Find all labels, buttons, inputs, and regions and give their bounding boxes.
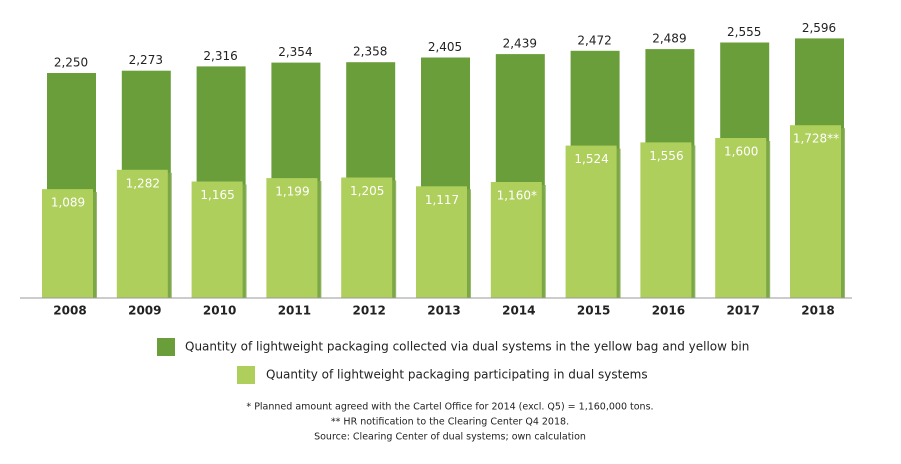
- bar: [565, 145, 617, 298]
- value-label: 1,728**: [793, 132, 839, 146]
- value-label: 2,354: [278, 45, 312, 59]
- footnote: Source: Clearing Center of dual systems;…: [314, 432, 586, 443]
- value-label: 1,524: [574, 152, 608, 166]
- value-label: 2,489: [652, 32, 686, 46]
- value-label: 1,089: [51, 196, 85, 210]
- bar-shadow: [391, 180, 397, 298]
- x-tick-label: 2016: [652, 304, 685, 318]
- value-label: 1,556: [649, 149, 683, 163]
- value-label: 2,250: [54, 56, 88, 70]
- bar: [416, 186, 467, 298]
- value-label: 1,205: [350, 184, 384, 198]
- bar-shadow: [840, 128, 845, 298]
- value-label: 1,282: [126, 176, 160, 190]
- x-tick-label: 2009: [128, 304, 161, 318]
- bar: [715, 138, 767, 298]
- x-tick-label: 2015: [577, 304, 610, 318]
- value-label: 2,555: [727, 25, 761, 39]
- bar-shadow: [316, 181, 322, 298]
- bar-shadow: [540, 185, 546, 298]
- value-label: 2,405: [428, 40, 462, 54]
- value-label: 1,600: [724, 145, 758, 159]
- bar: [790, 125, 841, 298]
- value-label: 2,439: [503, 37, 537, 51]
- bar: [42, 189, 93, 298]
- x-tick-label: 2010: [203, 304, 236, 318]
- value-label: 1,199: [275, 185, 309, 199]
- x-tick-label: 2011: [278, 304, 311, 318]
- bar-shadow: [166, 172, 172, 298]
- value-label: 2,358: [353, 45, 387, 59]
- bar-shadow: [241, 184, 247, 298]
- x-tick-label: 2013: [427, 304, 460, 318]
- legend-label: Quantity of lightweight packaging collec…: [185, 340, 749, 354]
- bar-shadow: [615, 148, 621, 298]
- bar-shadow: [466, 189, 471, 298]
- x-tick-label: 2014: [502, 304, 535, 318]
- bar: [116, 169, 168, 298]
- value-label: 2,273: [129, 53, 163, 67]
- x-tick-label: 2012: [352, 304, 385, 318]
- bar: [341, 177, 393, 298]
- legend-label: Quantity of lightweight packaging partic…: [266, 368, 648, 382]
- value-label: 2,316: [203, 49, 237, 63]
- bar-shadow: [690, 145, 696, 298]
- value-label: 2,596: [802, 21, 836, 35]
- bar: [266, 178, 318, 298]
- bar-shadow: [92, 192, 97, 298]
- bar: [490, 182, 542, 298]
- x-tick-label: 2018: [801, 304, 834, 318]
- bar: [191, 181, 243, 298]
- legend-swatch: [237, 366, 255, 384]
- footnote: * Planned amount agreed with the Cartel …: [246, 402, 653, 413]
- value-label: 1,165: [200, 188, 234, 202]
- bar-shadow: [765, 141, 771, 298]
- bar: [640, 142, 692, 298]
- value-label: 2,472: [577, 33, 611, 47]
- x-tick-label: 2008: [53, 304, 86, 318]
- value-label: 1,117: [425, 193, 459, 207]
- value-label: 1,160*: [497, 189, 537, 203]
- x-tick-label: 2017: [726, 304, 759, 318]
- footnote: ** HR notification to the Clearing Cente…: [331, 417, 569, 428]
- legend-swatch: [157, 338, 175, 356]
